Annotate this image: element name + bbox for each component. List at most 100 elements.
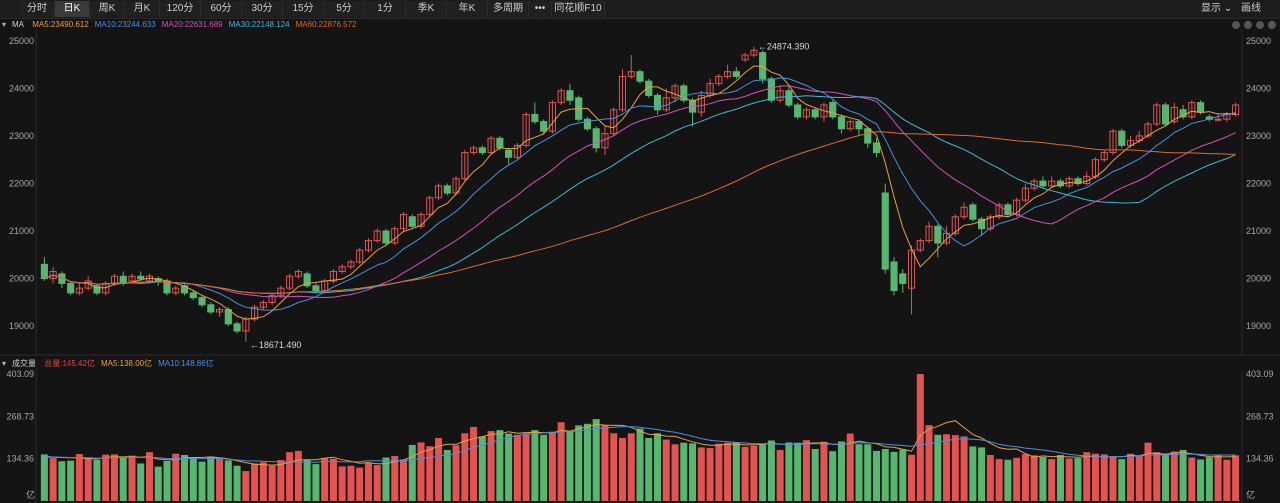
candle-body-38 <box>373 230 381 242</box>
volume-bar-23 <box>242 471 250 501</box>
candle-body-67 <box>627 71 635 77</box>
volume-bar-46 <box>443 449 451 501</box>
volume-bar-8 <box>110 454 118 501</box>
y-tick-left-2: 21000 <box>9 226 34 236</box>
candle-body-44 <box>426 197 434 215</box>
volume-bar-40 <box>391 455 399 501</box>
period-tab-12[interactable]: 多周期 <box>488 1 529 17</box>
volume-bar-127 <box>1153 452 1161 501</box>
candle-body-115 <box>1048 180 1056 187</box>
y-tick-right-5: 24000 <box>1246 83 1271 93</box>
vol-tick-left-1: 268.73 <box>6 411 34 421</box>
volume-legend-item-0: 总量:145.42亿 <box>44 359 95 368</box>
y-tick-right-0: 19000 <box>1246 321 1271 331</box>
close-icon[interactable] <box>1268 21 1276 29</box>
candlestick-chart[interactable]: 19000 19000 20000 20000 21000 21000 22000 22000… <box>0 30 1280 356</box>
candle-body-81 <box>750 49 758 56</box>
candle-body-41 <box>399 213 408 230</box>
volume-bar-119 <box>1083 452 1091 501</box>
candle-body-92 <box>846 121 854 130</box>
candle-body-49 <box>470 147 478 154</box>
period-tab-6[interactable]: 30分 <box>242 1 283 17</box>
price-collapse-toggle[interactable]: ▾ <box>2 20 7 29</box>
period-tab-0[interactable]: 分时 <box>20 1 55 17</box>
candle-body-9 <box>119 275 127 284</box>
high-annotation: ←24874.390 <box>758 42 810 52</box>
volume-bar-17 <box>189 457 197 501</box>
volume-bar-89 <box>820 441 828 501</box>
volume-bar-91 <box>837 441 845 501</box>
volume-bar-76 <box>706 448 714 501</box>
candle-body-48 <box>461 152 469 180</box>
volume-bar-80 <box>741 446 749 501</box>
candle-body-24 <box>251 306 259 320</box>
period-tab-1[interactable]: 日K <box>55 1 90 17</box>
volume-bar-125 <box>1135 456 1143 501</box>
volume-bar-10 <box>128 455 136 501</box>
period-tab-13[interactable]: ••• <box>529 1 552 17</box>
period-tab-10[interactable]: 季K <box>406 1 447 17</box>
period-tab-11[interactable]: 年K <box>447 1 488 17</box>
y-tick-left-6: 25000 <box>9 36 34 46</box>
draw-line-button[interactable]: 画线 <box>1241 3 1261 14</box>
candle-body-129 <box>1170 106 1178 123</box>
candle-body-88 <box>811 109 819 118</box>
volume-bar-56 <box>531 430 539 501</box>
candle-body-28 <box>286 275 294 289</box>
period-tab-3[interactable]: 月K <box>125 1 160 17</box>
candle-body-31 <box>312 285 320 292</box>
candle-body-80 <box>741 54 749 61</box>
candle-body-46 <box>443 185 451 194</box>
volume-bar-22 <box>233 465 241 501</box>
volume-bar-115 <box>1048 459 1056 501</box>
settings-icon[interactable] <box>1232 21 1240 29</box>
volume-collapse-toggle[interactable]: ▾ <box>2 359 7 368</box>
volume-bar-107 <box>978 447 986 501</box>
volume-bar-68 <box>636 428 644 501</box>
period-tab-4[interactable]: 120分 <box>160 1 201 17</box>
volume-bar-0 <box>40 454 48 501</box>
vol-tick-right-1: 268.73 <box>1246 411 1274 421</box>
volume-bar-70 <box>654 433 662 501</box>
volume-bar-61 <box>575 425 583 501</box>
candle-body-75 <box>697 94 705 113</box>
candle-body-36 <box>356 249 364 263</box>
display-button[interactable]: 显示 ⌄ <box>1201 3 1233 14</box>
volume-bar-29 <box>294 450 302 501</box>
volume-bar-43 <box>417 442 425 501</box>
candle-body-102 <box>934 225 942 244</box>
period-tab-8[interactable]: 5分 <box>324 1 365 17</box>
period-toolbar: 分时 日K 周K 月K 120分 60分 30分 15分 5分 1分 季K 年K 多周期 ••• 同花顺F1… <box>0 0 1280 19</box>
period-tab-7[interactable]: 15分 <box>283 1 324 17</box>
candle-body-20 <box>215 309 224 313</box>
candle-body-52 <box>496 137 504 149</box>
candle-body-97 <box>890 261 898 292</box>
volume-bar-79 <box>732 442 740 501</box>
volume-bar-88 <box>811 449 819 501</box>
ma-legend-item-0: MA5:23490.612 <box>32 20 89 29</box>
period-tab-14[interactable]: 同花顺F10 <box>552 1 605 17</box>
volume-bar-5 <box>84 457 92 501</box>
volume-ma5-line <box>44 420 1236 466</box>
period-tab-2[interactable]: 周K <box>90 1 125 17</box>
candle-body-134 <box>1214 118 1222 121</box>
zoom-in-icon[interactable] <box>1244 21 1252 29</box>
volume-bar-59 <box>557 422 565 501</box>
price-legend: ▾ MA MA5:23490.612 MA10:23244.633 MA20:2263… <box>2 19 369 31</box>
ma-legend-item-2: MA20:22631.689 <box>161 20 223 29</box>
volume-chart[interactable]: 134.36 134.36 268.73 268.73 403.09 403.09 亿 亿 <box>0 370 1280 503</box>
volume-bar-110 <box>1004 459 1012 501</box>
volume-bar-69 <box>645 437 653 501</box>
volume-bar-74 <box>689 443 697 501</box>
volume-bar-83 <box>767 440 775 501</box>
period-tab-5[interactable]: 60分 <box>201 1 242 17</box>
y-tick-left-0: 19000 <box>9 321 34 331</box>
volume-bar-63 <box>592 419 600 501</box>
period-tab-9[interactable]: 1分 <box>365 1 406 17</box>
volume-bar-53 <box>505 433 513 501</box>
volume-bar-106 <box>969 446 977 501</box>
ma-line-60 <box>44 131 1236 294</box>
zoom-out-icon[interactable] <box>1256 21 1264 29</box>
volume-bar-118 <box>1074 458 1082 501</box>
volume-bar-21 <box>224 460 232 501</box>
